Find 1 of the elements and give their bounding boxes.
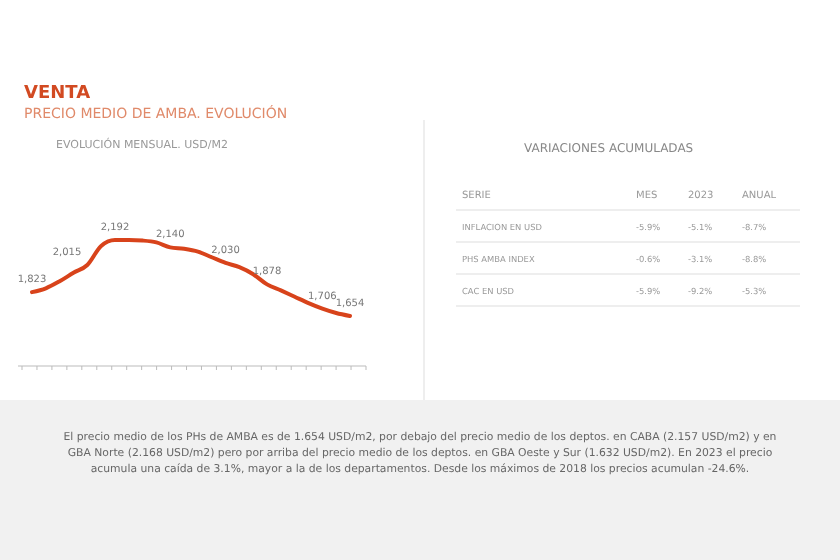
chart-title: VENTA xyxy=(24,84,91,104)
